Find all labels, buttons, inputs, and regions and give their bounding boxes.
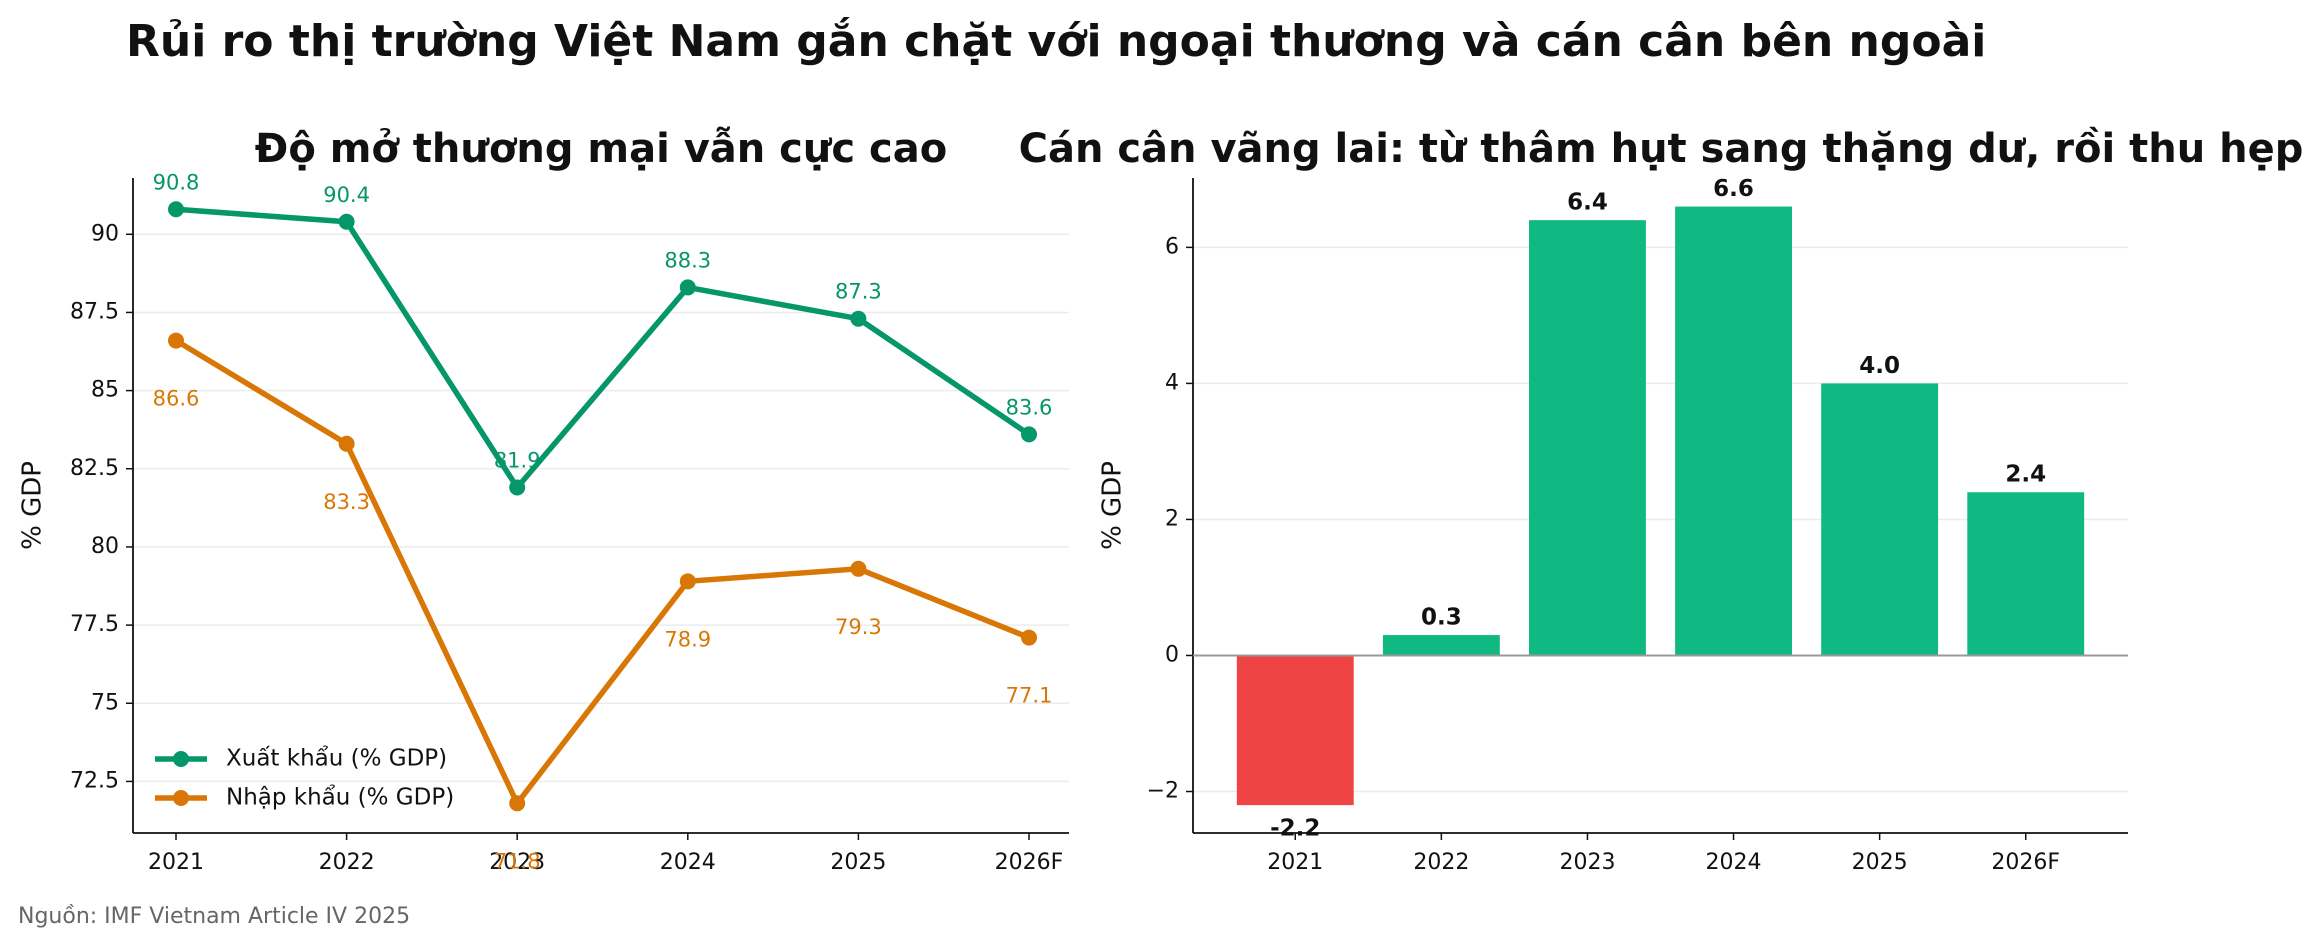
data-label: 87.3 bbox=[835, 280, 882, 304]
legend-marker bbox=[173, 751, 189, 767]
data-label: 6.4 bbox=[1567, 190, 1608, 216]
data-label: 71.8 bbox=[494, 849, 541, 873]
data-label: 81.9 bbox=[494, 449, 541, 473]
x-tick-label: 2026F bbox=[1991, 850, 2060, 875]
x-tick-label: 2024 bbox=[1706, 850, 1762, 875]
data-label: 79.3 bbox=[835, 615, 882, 639]
data-point bbox=[1021, 629, 1037, 646]
data-point bbox=[338, 435, 355, 452]
data-label: 4.0 bbox=[1859, 353, 1900, 379]
y-tick-label: 2 bbox=[1165, 506, 1179, 531]
line-series bbox=[175, 206, 1031, 491]
x-tick-label: 2021 bbox=[148, 850, 204, 875]
y-tick-label: 4 bbox=[1165, 370, 1179, 395]
y-tick-label: 85 bbox=[91, 378, 119, 403]
line-series bbox=[174, 338, 1031, 807]
data-point bbox=[850, 310, 867, 327]
y-tick-label: 0 bbox=[1165, 642, 1179, 667]
x-tick-label: 2023 bbox=[489, 850, 545, 875]
bar bbox=[1236, 655, 1354, 806]
data-label: 2.4 bbox=[2005, 462, 2046, 488]
x-tick-label: 2022 bbox=[319, 850, 375, 875]
y-axis-label: % GDP bbox=[18, 461, 48, 550]
x-tick-label: 2025 bbox=[830, 850, 886, 875]
legend-label: Xuất khẩu (% GDP) bbox=[226, 746, 447, 772]
y-tick-label: 82.5 bbox=[70, 456, 119, 481]
data-point bbox=[338, 213, 355, 230]
y-tick-label: 75 bbox=[91, 690, 119, 715]
y-tick-label: −2 bbox=[1147, 779, 1179, 804]
bar bbox=[1821, 383, 1939, 656]
y-tick-label: 6 bbox=[1165, 234, 1179, 259]
data-point bbox=[679, 573, 696, 590]
data-label: 88.3 bbox=[664, 248, 711, 272]
data-point bbox=[509, 795, 526, 812]
subplot-title: Độ mở thương mại vẫn cực cao bbox=[255, 126, 947, 172]
data-point bbox=[509, 479, 526, 496]
y-tick-label: 90 bbox=[91, 221, 119, 246]
figure-title: Rủi ro thị trường Việt Nam gắn chặt với … bbox=[126, 16, 1986, 67]
y-tick-label: 80 bbox=[91, 534, 119, 559]
legend-marker bbox=[173, 790, 189, 806]
data-label: 83.3 bbox=[323, 490, 370, 514]
data-label: -2.2 bbox=[1270, 816, 1320, 842]
data-label: 83.6 bbox=[1006, 395, 1053, 419]
data-point bbox=[679, 279, 696, 296]
legend-label: Nhập khẩu (% GDP) bbox=[226, 785, 454, 811]
bar bbox=[1967, 492, 2085, 656]
y-axis-label: % GDP bbox=[1098, 461, 1128, 550]
y-tick-label: 87.5 bbox=[70, 299, 119, 324]
source-note: Nguồn: IMF Vietnam Article IV 2025 bbox=[18, 904, 410, 929]
x-tick-label: 2023 bbox=[1559, 850, 1615, 875]
bar bbox=[1529, 220, 1646, 656]
x-tick-label: 2025 bbox=[1852, 850, 1908, 875]
x-tick-label: 2026F bbox=[995, 850, 1064, 875]
data-point bbox=[168, 201, 184, 218]
data-label: 78.9 bbox=[664, 627, 711, 651]
x-tick-label: 2022 bbox=[1413, 850, 1469, 875]
y-tick-label: 72.5 bbox=[70, 768, 119, 793]
data-label: 0.3 bbox=[1421, 605, 1462, 631]
x-tick-label: 2024 bbox=[660, 850, 716, 875]
data-point bbox=[1021, 426, 1037, 443]
data-point bbox=[168, 332, 184, 349]
data-point bbox=[850, 560, 867, 577]
y-tick-label: 77.5 bbox=[70, 612, 119, 637]
data-label: 77.1 bbox=[1006, 684, 1053, 708]
data-label: 86.6 bbox=[153, 387, 200, 411]
bar bbox=[1675, 206, 1792, 656]
data-label: 90.4 bbox=[323, 183, 370, 207]
data-label: 90.8 bbox=[153, 170, 200, 194]
bar bbox=[1382, 635, 1500, 656]
x-tick-label: 2021 bbox=[1267, 850, 1323, 875]
subplot-title: Cán cân vãng lai: từ thâm hụt sang thặng… bbox=[1019, 126, 2304, 172]
data-label: 6.6 bbox=[1713, 176, 1754, 202]
